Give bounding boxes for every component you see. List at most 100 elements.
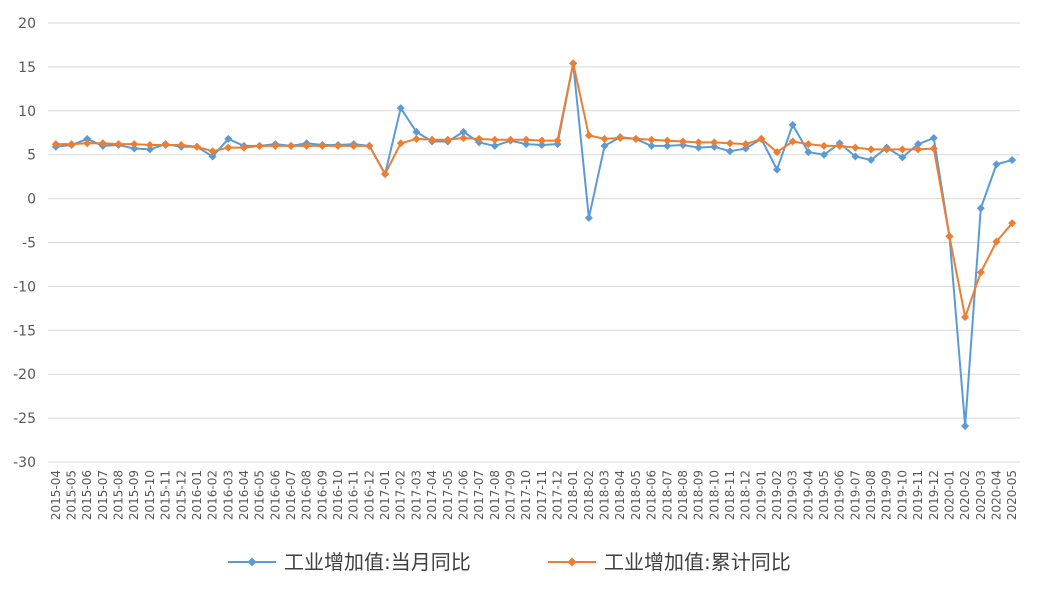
y-tick-label: -20 [13, 367, 36, 383]
series-line [55, 62, 1013, 427]
x-tick-label: 2015-05 [65, 470, 79, 520]
data-point [710, 142, 719, 151]
data-point [569, 59, 578, 68]
data-point [788, 137, 797, 146]
legend-marker [567, 557, 577, 567]
data-point [130, 140, 139, 149]
x-tick-label: 2015-06 [80, 470, 94, 520]
data-point [318, 141, 327, 150]
legend-label: 工业增加值:累计同比 [604, 550, 791, 574]
data-point [145, 145, 154, 154]
data-point [820, 141, 829, 150]
data-point [255, 141, 264, 150]
data-point [177, 141, 186, 150]
x-tick-label: 2015-12 [174, 470, 188, 520]
x-tick-label: 2018-07 [660, 470, 674, 520]
y-axis-ticks: 20 15 10 5 0 -5 -10 -15 -20 -25 -30 [13, 16, 36, 471]
x-tick-label: 2018-08 [676, 470, 690, 520]
data-point [992, 237, 1001, 246]
x-tick-label: 2019-11 [911, 470, 925, 520]
data-point [851, 152, 860, 161]
data-point [898, 153, 907, 162]
data-point [490, 141, 499, 150]
data-point [647, 135, 656, 144]
x-tick-label: 2016-05 [253, 470, 267, 520]
data-point [83, 139, 92, 148]
data-point [945, 232, 954, 241]
data-point [741, 140, 750, 149]
x-tick-label: 2019-04 [801, 470, 815, 520]
x-tick-label: 2018-01 [566, 470, 580, 520]
x-tick-label: 2017-03 [409, 470, 423, 520]
data-point [459, 134, 468, 143]
data-point [522, 140, 531, 149]
x-tick-label: 2015-10 [143, 470, 157, 520]
x-tick-label: 2019-02 [770, 470, 784, 520]
data-point [192, 142, 201, 151]
data-point [961, 422, 970, 431]
legend-marker [247, 557, 257, 567]
data-point [600, 134, 609, 143]
data-point [961, 313, 970, 322]
data-point [584, 213, 593, 222]
data-point [1008, 155, 1017, 164]
y-tick-label: -10 [13, 279, 36, 295]
x-tick-label: 2017-11 [535, 470, 549, 520]
data-point [694, 143, 703, 152]
y-tick-label: 15 [18, 60, 36, 76]
data-point [616, 134, 625, 143]
data-point [365, 141, 374, 150]
x-tick-label: 2019-06 [833, 470, 847, 520]
data-point [647, 141, 656, 150]
data-point [929, 144, 938, 153]
data-point [506, 135, 515, 144]
x-tick-label: 2019-03 [786, 470, 800, 520]
data-point [898, 145, 907, 154]
data-point [882, 145, 891, 154]
data-point [976, 204, 985, 213]
series-1 [51, 59, 1017, 322]
x-tick-label: 2015-07 [96, 470, 110, 520]
x-tick-label: 2016-04 [237, 470, 251, 520]
data-point [725, 139, 734, 148]
data-point [459, 127, 468, 136]
data-point [725, 147, 734, 156]
legend-label: 工业增加值:当月同比 [284, 550, 471, 574]
data-point [428, 135, 437, 144]
data-point [208, 152, 217, 161]
y-tick-label: 0 [27, 192, 36, 208]
data-point [98, 139, 107, 148]
data-point [914, 140, 923, 149]
x-tick-label: 2018-09 [692, 470, 706, 520]
x-tick-label: 2018-10 [707, 470, 721, 520]
x-tick-label: 2018-11 [723, 470, 737, 520]
x-tick-label: 2016-10 [331, 470, 345, 520]
data-point [537, 141, 546, 150]
x-tick-label: 2016-09 [315, 470, 329, 520]
x-tick-label: 2019-07 [848, 470, 862, 520]
data-point [773, 148, 781, 157]
data-point [349, 141, 358, 150]
data-point [271, 141, 280, 150]
y-tick-label: 10 [18, 104, 36, 120]
x-tick-label: 2016-08 [300, 470, 314, 520]
data-point [992, 160, 1001, 169]
x-tick-label: 2015-11 [159, 470, 173, 520]
x-tick-label: 2017-07 [472, 470, 486, 520]
data-point [804, 148, 813, 157]
data-point [976, 268, 985, 277]
data-point [678, 137, 687, 146]
gridlines [48, 22, 1020, 463]
x-tick-label: 2020-05 [1005, 470, 1019, 520]
y-tick-label: 5 [27, 148, 36, 164]
x-tick-label: 2019-09 [880, 470, 894, 520]
data-point [224, 143, 233, 152]
data-point [804, 140, 813, 149]
data-point [788, 120, 797, 129]
x-tick-label: 2020-02 [958, 470, 972, 520]
data-point [239, 143, 248, 152]
data-point [287, 141, 295, 150]
data-point [381, 170, 390, 179]
x-tick-label: 2019-08 [864, 470, 878, 520]
